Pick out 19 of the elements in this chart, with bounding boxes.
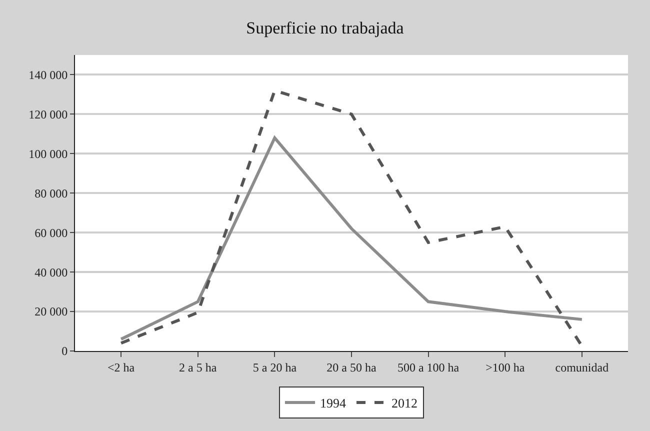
line-series	[120, 136, 584, 341]
x-tick-label: <2 ha	[108, 360, 136, 374]
x-tick-label: 500 a 100 ha	[397, 360, 460, 374]
legend-label: 2012	[392, 396, 418, 411]
y-tick-label: 80 000	[34, 186, 68, 200]
y-tick-label: 20 000	[34, 304, 68, 319]
y-tick-label: 120 000	[28, 107, 68, 122]
y-tick-label: 60 000	[34, 226, 68, 240]
legend-label: 1994	[320, 396, 346, 411]
y-tick-label: 100 000	[28, 146, 68, 161]
x-tick-label: 20 a 50 ha	[326, 360, 377, 374]
x-tick-label: 5 a 20 ha	[252, 360, 298, 374]
x-tick-label: >100 ha	[486, 360, 526, 374]
chart-title: Superficie no trabajada	[246, 18, 404, 38]
y-tick-label: 40 000	[34, 265, 68, 280]
y-tick-label: 0	[62, 344, 68, 358]
x-tick-label: 2 a 5 ha	[179, 360, 218, 374]
x-tick-label: comunidad	[555, 360, 609, 374]
y-tick-label: 140 000	[28, 68, 68, 82]
